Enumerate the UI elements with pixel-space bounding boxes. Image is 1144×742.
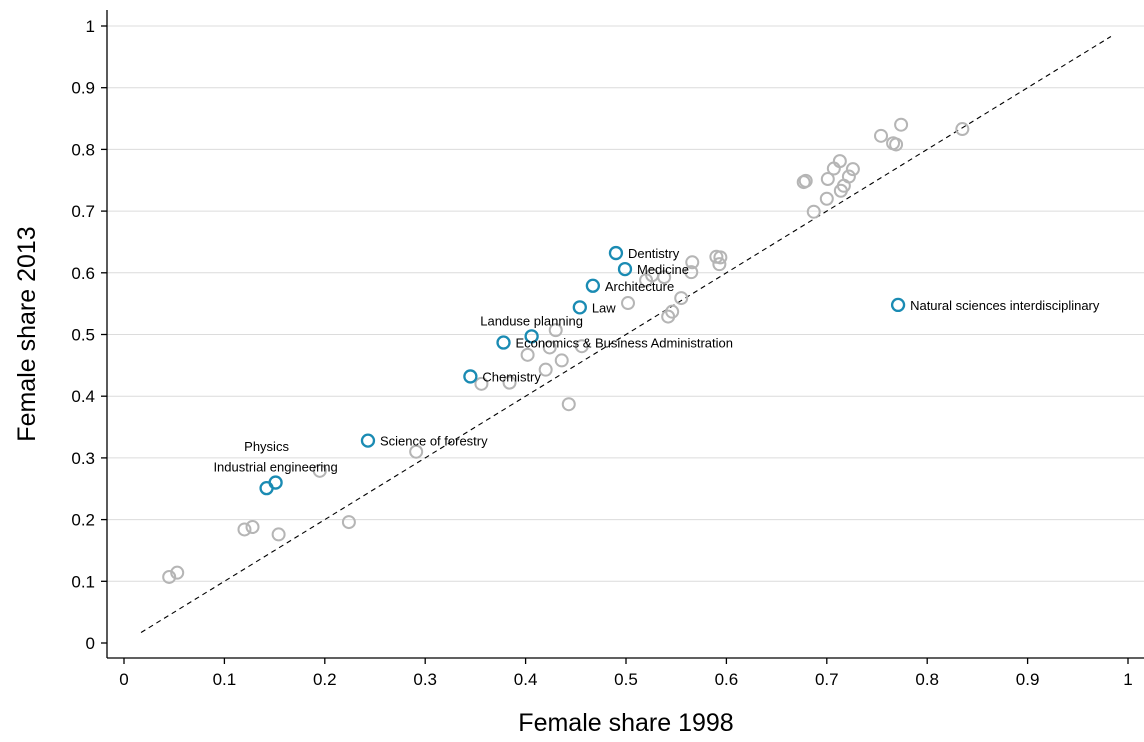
points-layer <box>162 117 970 584</box>
data-point <box>665 304 680 319</box>
x-tick-label: 1 <box>1123 670 1132 689</box>
point-label: Economics & Business Administration <box>516 336 733 351</box>
x-tick-label: 0.4 <box>514 670 538 689</box>
highlighted-point <box>572 300 587 315</box>
y-tick-label: 0.7 <box>71 202 95 221</box>
data-point <box>798 173 813 188</box>
highlighted-point <box>890 297 906 313</box>
highlighted-point <box>496 335 511 350</box>
data-point <box>538 362 553 377</box>
data-point <box>820 172 835 187</box>
x-axis-title: Female share 1998 <box>518 709 733 737</box>
x-tick-label: 0.5 <box>614 670 638 689</box>
data-point <box>832 154 847 169</box>
point-label: Architecture <box>605 279 674 294</box>
data-point <box>162 569 177 584</box>
highlighted-point <box>463 369 478 384</box>
y-tick-label: 1 <box>86 17 95 36</box>
y-tick-label: 0.9 <box>71 79 95 98</box>
point-label: Chemistry <box>482 369 541 384</box>
data-point <box>819 191 834 206</box>
data-point <box>312 463 327 478</box>
x-tick-label: 0.2 <box>313 670 337 689</box>
y-tick-label: 0.8 <box>71 140 95 159</box>
data-point <box>806 204 821 219</box>
y-tick-label: 0.4 <box>71 387 95 406</box>
point-label: Industrial engineering <box>213 460 337 475</box>
data-point <box>684 265 699 280</box>
x-tick-label: 0.9 <box>1016 670 1040 689</box>
reference-line-layer <box>140 36 1112 633</box>
data-point <box>548 323 563 338</box>
data-point <box>874 128 889 143</box>
y-tick-label: 0.1 <box>71 572 95 591</box>
y-tick-label: 0.6 <box>71 264 95 283</box>
data-point <box>170 565 185 580</box>
highlighted-point <box>524 329 539 344</box>
point-label: Natural sciences interdisciplinary <box>910 298 1100 313</box>
data-point <box>520 347 535 362</box>
highlighted-point <box>360 433 376 448</box>
point-label: Landuse planning <box>480 313 583 328</box>
data-point <box>245 520 260 535</box>
highlighted-point <box>617 261 633 277</box>
point-label: Law <box>592 300 616 315</box>
point-label: Medicine <box>637 262 689 277</box>
y-tick-label: 0.2 <box>71 511 95 530</box>
data-point <box>502 375 517 390</box>
x-tick-label: 0.7 <box>815 670 839 689</box>
point-label: Dentistry <box>628 246 680 261</box>
data-point <box>341 515 356 530</box>
data-point <box>657 270 672 285</box>
data-point <box>554 353 569 368</box>
data-point <box>894 117 909 132</box>
x-tick-label: 0.3 <box>413 670 437 689</box>
data-point <box>542 340 557 355</box>
x-tick-label: 0.1 <box>213 670 237 689</box>
y-tick-label: 0.3 <box>71 449 95 468</box>
x-tick-label: 0.8 <box>915 670 939 689</box>
point-label: Science of forestry <box>380 434 488 449</box>
data-point <box>713 250 728 265</box>
data-point <box>685 255 700 270</box>
y-tick-label: 0 <box>86 634 95 653</box>
y-axis-title: Female share 2013 <box>13 226 41 441</box>
data-point <box>474 376 489 391</box>
point-label: Physics <box>244 439 289 454</box>
data-point <box>674 291 689 306</box>
highlighted-point <box>585 278 601 293</box>
data-point <box>889 137 904 152</box>
data-point <box>621 296 636 311</box>
y-tick-label: 0.5 <box>71 326 95 345</box>
x-tick-label: 0 <box>119 670 128 689</box>
axis-layer: 0 0.1 0.2 0.3 0.4 0.5 0.6 0.7 0.8 0.9 1 0 0.1 0.2 0.3 0… <box>71 10 1144 689</box>
data-point <box>955 122 970 137</box>
data-point <box>845 162 860 177</box>
data-point <box>574 339 589 354</box>
data-point <box>841 169 856 184</box>
data-point <box>271 527 286 542</box>
x-tick-label: 0.6 <box>715 670 739 689</box>
highlighted-point <box>259 480 274 496</box>
highlighted-point <box>608 245 624 261</box>
data-point <box>237 522 252 537</box>
reference-line <box>140 36 1112 633</box>
data-point <box>712 257 727 272</box>
data-point <box>561 397 576 412</box>
data-point <box>409 444 424 459</box>
